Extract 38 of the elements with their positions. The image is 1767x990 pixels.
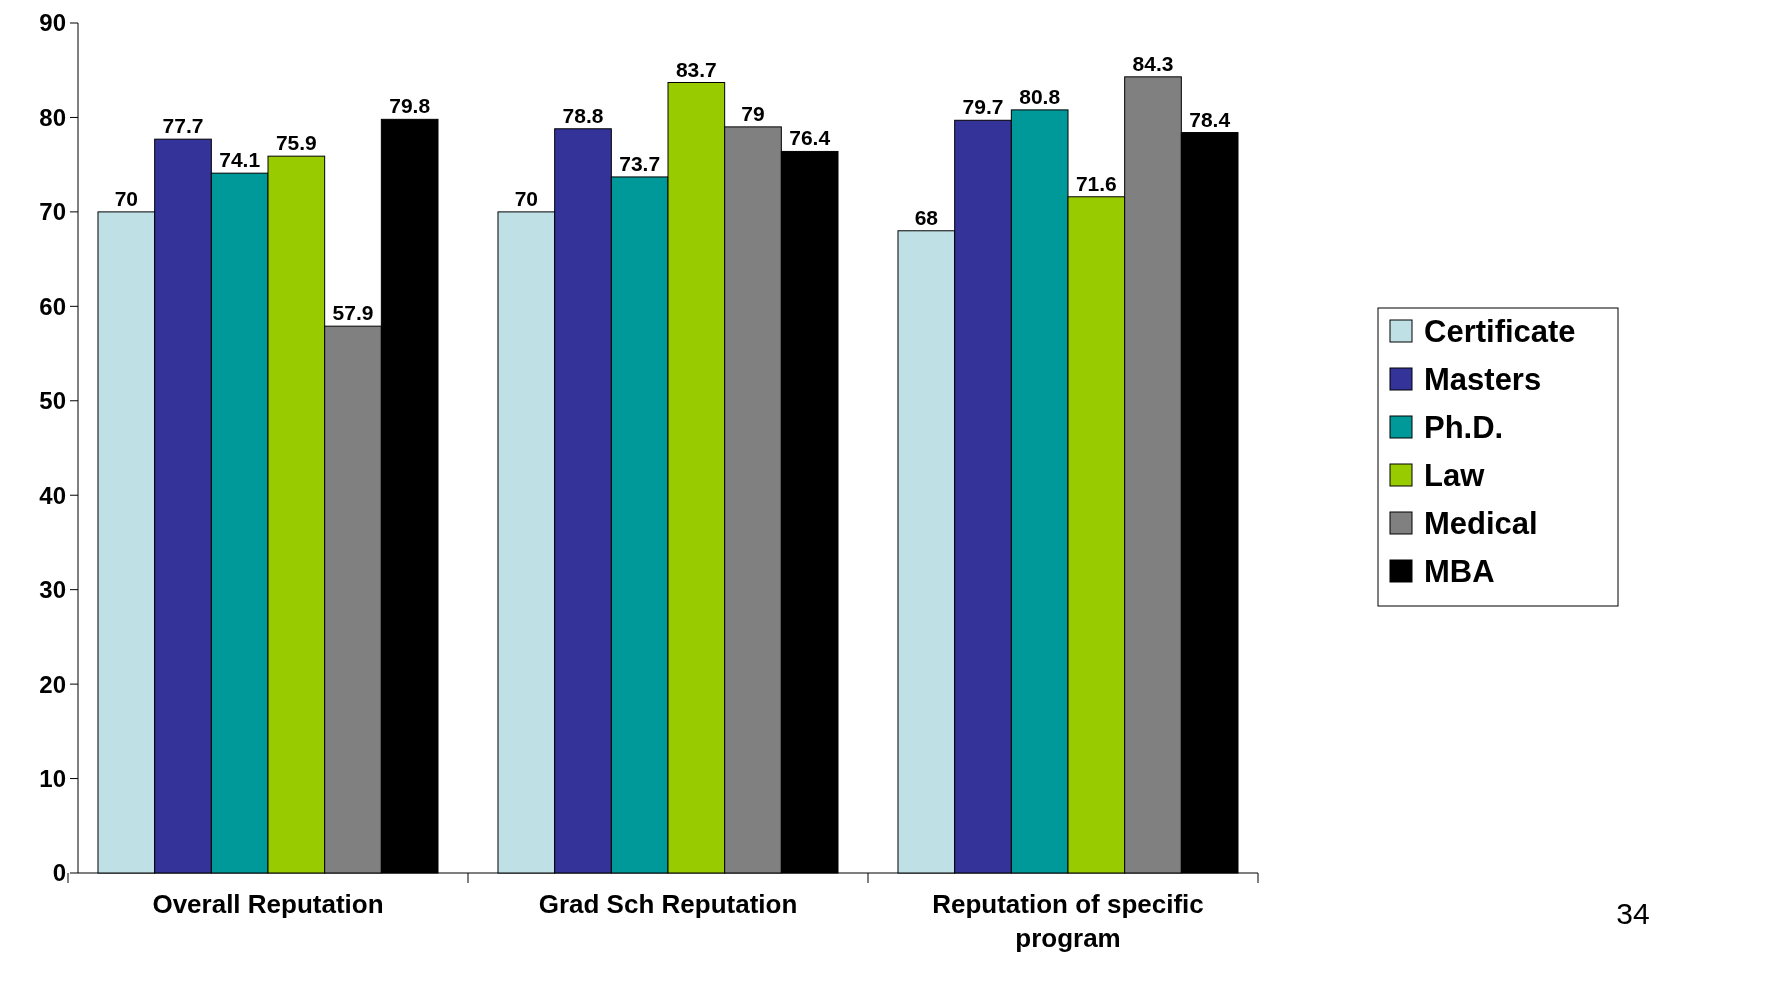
y-tick-label: 0 xyxy=(52,859,66,887)
data-label: 74.1 xyxy=(219,148,261,172)
data-label: 70 xyxy=(114,186,139,210)
x-tick-label: Overall Reputation xyxy=(152,889,384,919)
data-label: 77.7 xyxy=(162,114,204,138)
y-tick-label: 70 xyxy=(39,198,66,226)
legend-label: Law xyxy=(1424,457,1486,493)
data-label: 57.9 xyxy=(332,301,374,325)
data-label: 79.7 xyxy=(962,95,1004,119)
data-label: 84.3 xyxy=(1132,51,1174,75)
y-tick-label: 20 xyxy=(39,670,66,698)
data-label: 83.7 xyxy=(675,57,717,81)
x-tick-label: Reputation of specific program xyxy=(932,889,1204,953)
data-label: 79 xyxy=(741,101,765,125)
data-label: 76.4 xyxy=(789,126,831,150)
text: 34 xyxy=(1616,897,1650,930)
y-tick-label: 50 xyxy=(39,387,66,415)
y-tick-label: 10 xyxy=(39,764,66,792)
data-label: 78.4 xyxy=(1189,107,1231,131)
data-label: 71.6 xyxy=(1075,171,1117,195)
data-label: 80.8 xyxy=(1019,84,1061,108)
data-label: 70 xyxy=(514,186,539,210)
data-label: 68 xyxy=(914,205,939,229)
legend-label: Medical xyxy=(1424,505,1538,541)
data-label: 75.9 xyxy=(275,131,317,155)
data-label: 78.8 xyxy=(562,103,604,127)
y-tick-label: 30 xyxy=(39,576,66,604)
legend-label: MBA xyxy=(1424,553,1495,589)
y-tick-label: 90 xyxy=(39,9,66,37)
data-label: 73.7 xyxy=(619,151,661,175)
legend-label: Certificate xyxy=(1424,313,1576,349)
y-tick-label: 60 xyxy=(39,292,66,320)
y-tick-label: 80 xyxy=(39,103,66,131)
legend-label: Ph.D. xyxy=(1424,409,1504,445)
x-tick-label: Grad Sch Reputation xyxy=(538,889,798,919)
data-label: 79.8 xyxy=(389,94,431,118)
y-tick-label: 40 xyxy=(39,481,66,509)
legend-label: Masters xyxy=(1424,361,1542,397)
